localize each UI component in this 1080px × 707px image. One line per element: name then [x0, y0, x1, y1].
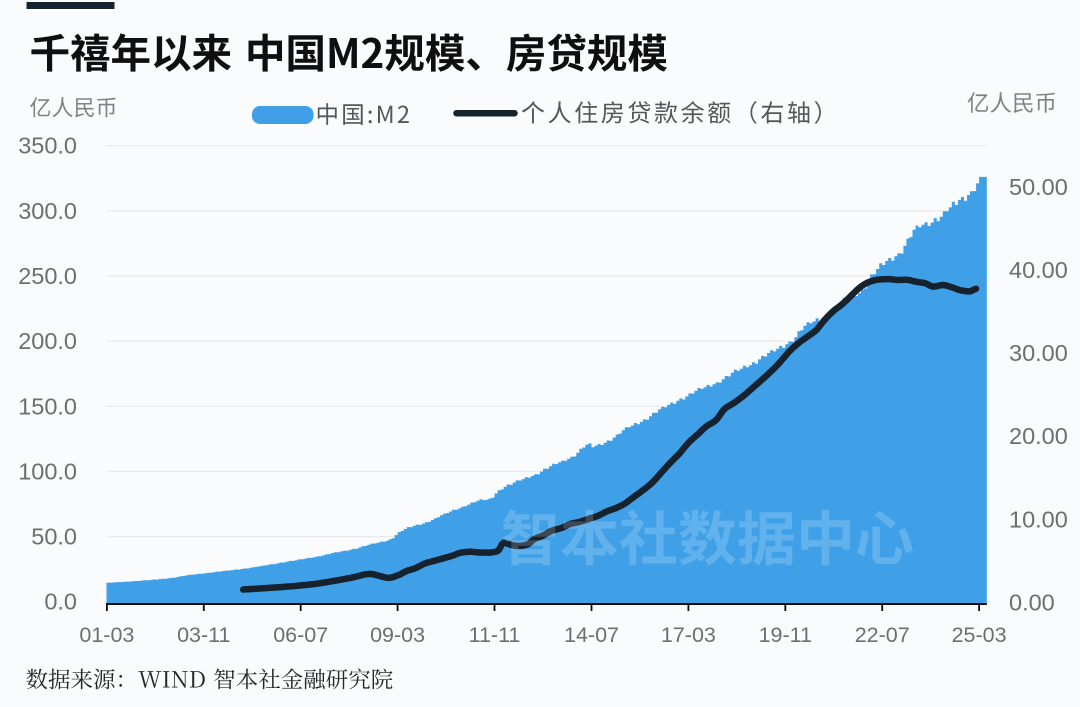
svg-text:17-03: 17-03: [661, 623, 716, 647]
svg-text:40.00: 40.00: [1009, 257, 1068, 283]
svg-text:300.0: 300.0: [18, 198, 77, 224]
svg-text:25-03: 25-03: [952, 623, 1007, 647]
svg-text:50.00: 50.00: [1009, 174, 1068, 200]
svg-text:14-07: 14-07: [564, 623, 619, 647]
svg-text:350.0: 350.0: [18, 133, 77, 159]
svg-text:250.0: 250.0: [18, 263, 77, 289]
svg-text:03-11: 03-11: [177, 623, 230, 647]
svg-text:22-07: 22-07: [855, 623, 910, 647]
svg-text:06-07: 06-07: [273, 623, 328, 647]
svg-text:01-03: 01-03: [79, 623, 134, 647]
svg-text:0.00: 0.00: [1009, 590, 1055, 616]
svg-text:150.0: 150.0: [18, 393, 77, 419]
svg-text:30.00: 30.00: [1009, 340, 1068, 366]
svg-text:0.0: 0.0: [44, 589, 77, 615]
svg-text:50.0: 50.0: [31, 524, 77, 550]
svg-text:100.0: 100.0: [18, 458, 77, 484]
svg-text:09-03: 09-03: [370, 623, 425, 647]
svg-text:20.00: 20.00: [1009, 423, 1068, 449]
svg-text:19-11: 19-11: [759, 623, 812, 647]
svg-text:10.00: 10.00: [1009, 506, 1068, 532]
svg-text:11-11: 11-11: [469, 623, 521, 647]
svg-text:200.0: 200.0: [18, 328, 77, 354]
